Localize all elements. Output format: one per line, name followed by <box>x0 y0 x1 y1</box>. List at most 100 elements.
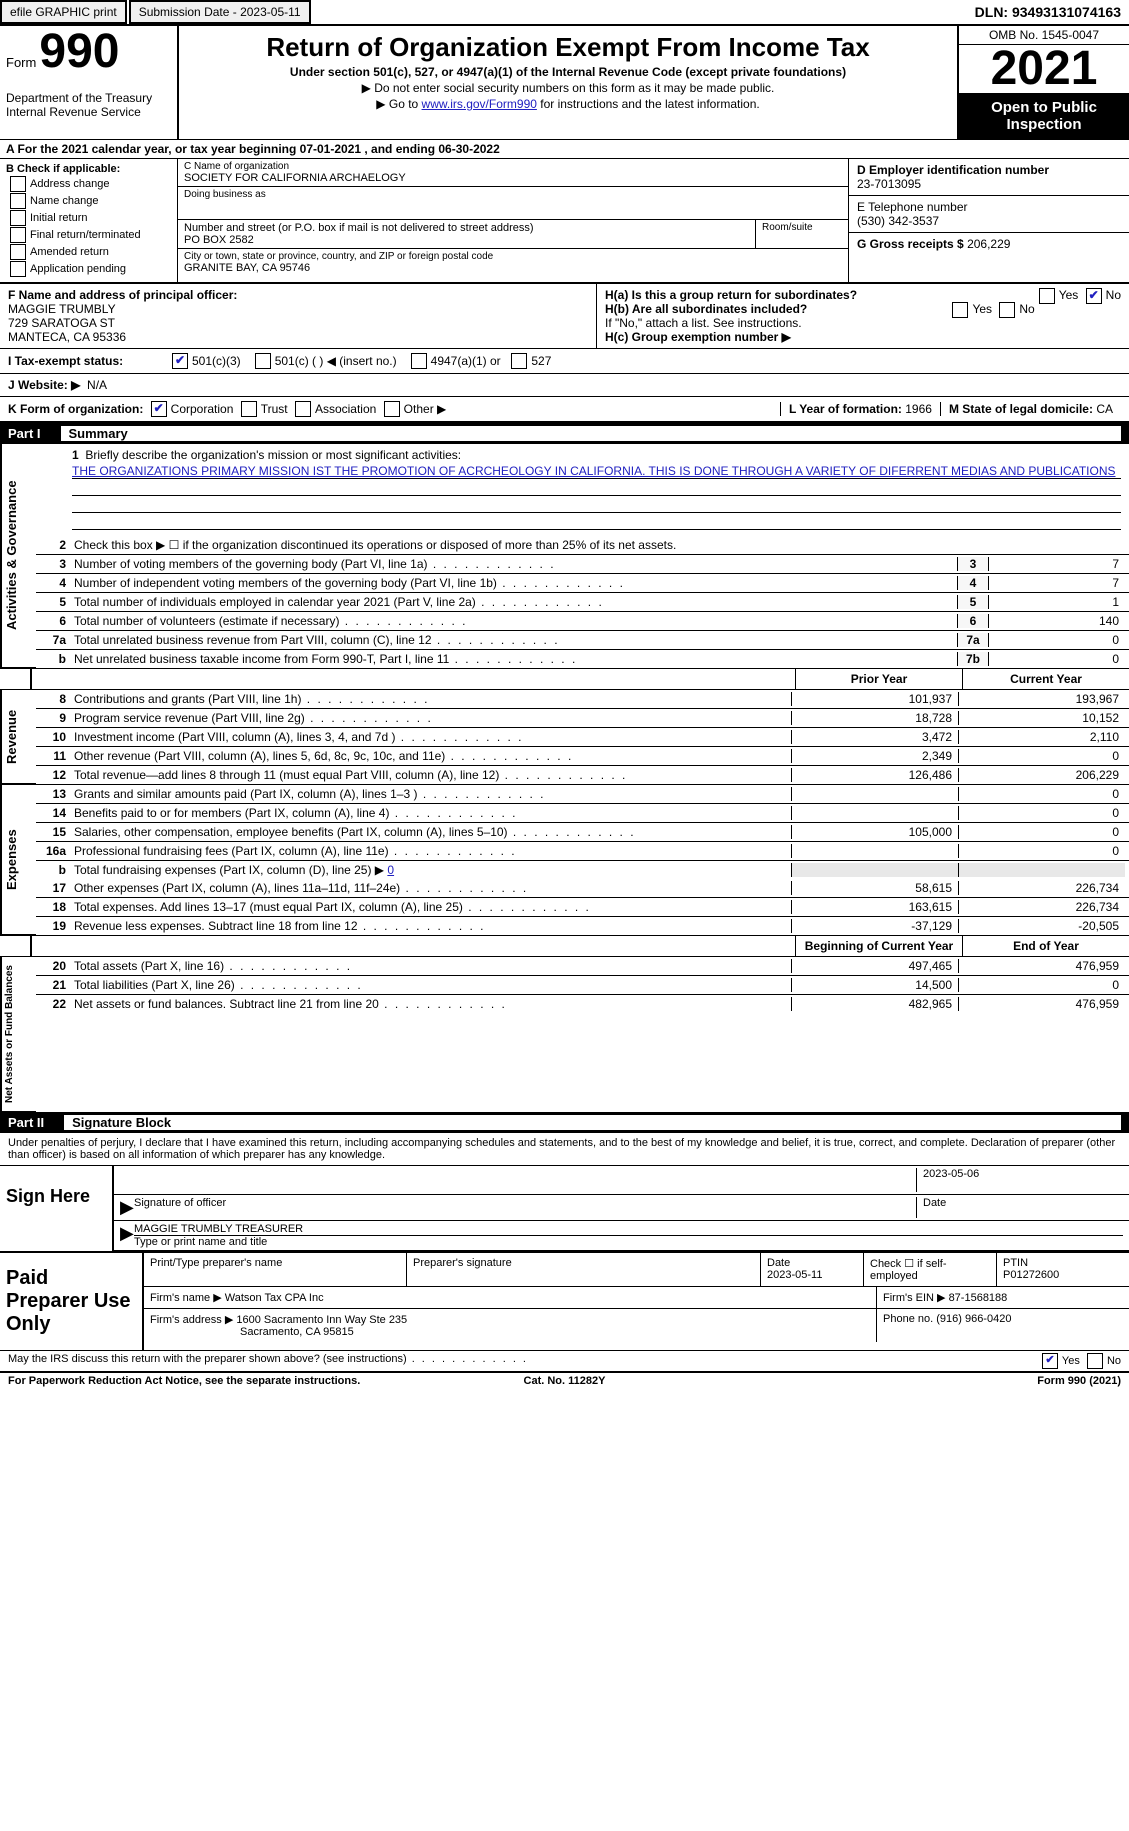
ha-no-checkbox[interactable] <box>1086 288 1102 304</box>
officer-printed-name: MAGGIE TRUMBLY TREASURER <box>134 1223 1123 1236</box>
section-j: J Website: ▶ N/A <box>0 374 1129 397</box>
rev-table-header: Prior Year Current Year <box>0 668 1129 690</box>
vtab-revenue: Revenue <box>0 690 36 784</box>
ha-label: H(a) Is this a group return for subordin… <box>605 288 857 302</box>
line-6: 6Total number of volunteers (estimate if… <box>36 611 1129 630</box>
note-no-ssn: ▶ Do not enter social security numbers o… <box>187 81 949 95</box>
signature-intro: Under penalties of perjury, I declare th… <box>0 1133 1129 1165</box>
dba-row: Doing business as <box>178 187 848 220</box>
section-h: H(a) Is this a group return for subordin… <box>597 284 1129 348</box>
phone-label: E Telephone number <box>857 200 968 214</box>
prep-row-1: Print/Type preparer's name Preparer's si… <box>144 1253 1129 1287</box>
sig-date: 2023-05-06 <box>916 1168 1123 1192</box>
dba-label: Doing business as <box>184 189 842 200</box>
section-b: B Check if applicable: Address change Na… <box>0 159 178 282</box>
chk-name-change[interactable]: Name change <box>6 193 171 209</box>
paid-preparer-section: Paid Preparer Use Only Print/Type prepar… <box>0 1251 1129 1350</box>
section-k-label: K Form of organization: <box>8 402 143 416</box>
line-4: 4Number of independent voting members of… <box>36 573 1129 592</box>
mission-blank-2 <box>72 498 1121 513</box>
line-15: 15Salaries, other compensation, employee… <box>36 822 1129 841</box>
firm-name-cell: Firm's name ▶ Watson Tax CPA Inc <box>144 1287 877 1308</box>
efile-print-button[interactable]: efile GRAPHIC print <box>0 0 127 24</box>
chk-501c[interactable] <box>255 353 271 369</box>
line-10: 10Investment income (Part VIII, column (… <box>36 727 1129 746</box>
chk-address-change[interactable]: Address change <box>6 176 171 192</box>
chk-trust[interactable] <box>241 401 257 417</box>
discuss-yes-checkbox[interactable] <box>1042 1353 1058 1369</box>
mission-blank-1 <box>72 481 1121 496</box>
part-i-title: Summary <box>61 426 1121 441</box>
line-21: 21Total liabilities (Part X, line 26)14,… <box>36 975 1129 994</box>
form-header: Form 990 Department of the Treasury Inte… <box>0 26 1129 140</box>
line-18: 18Total expenses. Add lines 13–17 (must … <box>36 897 1129 916</box>
chk-527[interactable] <box>511 353 527 369</box>
chk-501c3[interactable] <box>172 353 188 369</box>
chk-other[interactable] <box>384 401 400 417</box>
line-13: 13Grants and similar amounts paid (Part … <box>36 785 1129 803</box>
form-subtitle: Under section 501(c), 527, or 4947(a)(1)… <box>187 65 949 79</box>
line-9: 9Program service revenue (Part VIII, lin… <box>36 708 1129 727</box>
form-ref: Form 990 (2021) <box>750 1375 1121 1387</box>
line-1-label: Briefly describe the organization's miss… <box>85 448 461 462</box>
col-beginning: Beginning of Current Year <box>795 936 962 956</box>
chk-association[interactable] <box>295 401 311 417</box>
firm-phone-cell: Phone no. (916) 966-0420 <box>877 1309 1129 1342</box>
discuss-no-checkbox[interactable] <box>1087 1353 1103 1369</box>
year-formation: 1966 <box>905 402 932 416</box>
firm-addr-cell: Firm's address ▶ 1600 Sacramento Inn Way… <box>144 1309 877 1342</box>
revenue-section: Revenue 8Contributions and grants (Part … <box>0 690 1129 784</box>
chk-4947[interactable] <box>411 353 427 369</box>
tax-year: 2021 <box>959 45 1129 93</box>
dept-treasury: Department of the Treasury <box>6 91 171 105</box>
ein-row: D Employer identification number 23-7013… <box>849 159 1129 196</box>
part-ii-num: Part II <box>8 1115 64 1130</box>
part-i-header: Part I Summary <box>0 423 1129 444</box>
chk-corporation[interactable] <box>151 401 167 417</box>
mission-blank-3 <box>72 515 1121 530</box>
chk-final-return[interactable]: Final return/terminated <box>6 227 171 243</box>
discuss-text: May the IRS discuss this return with the… <box>8 1353 1038 1369</box>
chk-initial-return[interactable]: Initial return <box>6 210 171 226</box>
irs-link[interactable]: www.irs.gov/Form990 <box>422 97 537 111</box>
line-16b-value[interactable]: 0 <box>387 863 394 877</box>
hb-yes-checkbox[interactable] <box>952 302 968 318</box>
line-19: 19Revenue less expenses. Subtract line 1… <box>36 916 1129 935</box>
net-table-header: Beginning of Current Year End of Year <box>0 935 1129 957</box>
dln-label: DLN: 93493131074163 <box>975 4 1129 20</box>
net-assets-section: Net Assets or Fund Balances 20Total asse… <box>0 957 1129 1112</box>
city-label: City or town, state or province, country… <box>184 251 842 262</box>
ein-label: D Employer identification number <box>857 163 1049 177</box>
section-a-period: A For the 2021 calendar year, or tax yea… <box>0 140 1129 159</box>
ein-value: 23-7013095 <box>857 177 921 191</box>
mission-text: THE ORGANIZATIONS PRIMARY MISSION IST TH… <box>72 464 1121 479</box>
vtab-expenses: Expenses <box>0 785 36 935</box>
ha-row: H(a) Is this a group return for subordin… <box>605 288 1121 302</box>
section-f: F Name and address of principal officer:… <box>0 284 597 348</box>
city-row: City or town, state or province, country… <box>178 249 848 276</box>
line-14: 14Benefits paid to or for members (Part … <box>36 803 1129 822</box>
chk-application-pending[interactable]: Application pending <box>6 261 171 277</box>
section-i-label: I Tax-exempt status: <box>8 354 123 368</box>
officer-name-row: ▶ MAGGIE TRUMBLY TREASURER Type or print… <box>114 1221 1129 1251</box>
hb-label: H(b) Are all subordinates included? <box>605 302 807 316</box>
year-box: OMB No. 1545-0047 2021 Open to Public In… <box>957 26 1129 139</box>
col-end: End of Year <box>962 936 1129 956</box>
sign-here-row: Sign Here 2023-05-06 ▶ Signature of offi… <box>0 1165 1129 1251</box>
activities-governance: Activities & Governance 1 Briefly descri… <box>0 444 1129 668</box>
vtab-net-assets: Net Assets or Fund Balances <box>0 957 36 1112</box>
line-7a: 7aTotal unrelated business revenue from … <box>36 630 1129 649</box>
col-prior-year: Prior Year <box>795 669 962 689</box>
section-f-label: F Name and address of principal officer: <box>8 288 237 302</box>
section-m-label: M State of legal domicile: <box>949 402 1093 416</box>
gross-receipts-row: G Gross receipts $ 206,229 <box>849 233 1129 255</box>
vtab-activities: Activities & Governance <box>0 444 36 668</box>
line-7b: bNet unrelated business taxable income f… <box>36 649 1129 668</box>
hb-no-checkbox[interactable] <box>999 302 1015 318</box>
website-label: J Website: ▶ <box>8 378 80 392</box>
chk-amended-return[interactable]: Amended return <box>6 244 171 260</box>
officer-name-label: Type or print name and title <box>134 1236 1123 1248</box>
hb-note: If "No," attach a list. See instructions… <box>605 316 1121 330</box>
paid-preparer-label: Paid Preparer Use Only <box>0 1253 144 1350</box>
ha-yes-checkbox[interactable] <box>1039 288 1055 304</box>
